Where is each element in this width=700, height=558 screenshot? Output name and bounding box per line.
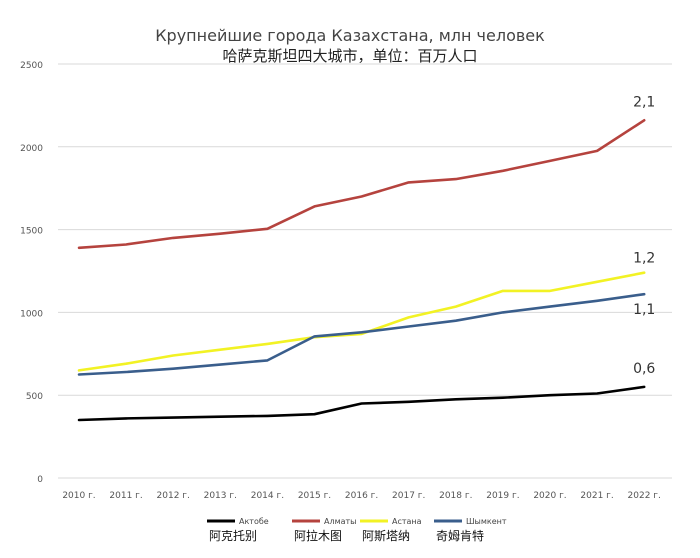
legend-label: Алматы: [324, 517, 357, 526]
x-axis: 2010 г. 2011 г. 2012 г. 2013 г. 2014 г. 2015 …: [62, 491, 661, 501]
y-tick-label: 0: [37, 475, 43, 485]
y-tick-label: 500: [26, 392, 43, 402]
series-line-1: [77, 119, 646, 250]
x-tick-label: 2010 г.: [62, 491, 95, 501]
series-line-3: [77, 292, 646, 376]
x-tick-label: 2011 г.: [109, 491, 142, 501]
legend-label-zh: 阿斯塔纳: [362, 529, 410, 543]
x-tick-label: 2022 г.: [628, 491, 661, 501]
x-tick-label: 2018 г.: [439, 491, 472, 501]
series-line-2: [77, 271, 646, 372]
end-label: 1,2: [633, 251, 655, 267]
y-tick-label: 2500: [20, 61, 43, 71]
end-label: 0,6: [633, 361, 655, 377]
y-tick-label: 1000: [20, 309, 43, 319]
x-tick-label: 2015 г.: [298, 491, 331, 501]
x-tick-label: 2020 г.: [533, 491, 566, 501]
legend-label: Шымкент: [466, 517, 507, 526]
legend-label-zh: 阿拉木图: [294, 528, 342, 543]
y-tick-label: 1500: [20, 227, 43, 237]
end-label: 2,1: [633, 94, 655, 110]
x-tick-label: 2012 г.: [157, 491, 190, 501]
y-tick-label: 2000: [20, 144, 43, 154]
x-tick-label: 2016 г.: [345, 491, 378, 501]
legend-label: Актобе: [239, 517, 269, 526]
y-axis: 0 500 1000 1500 2000 2500: [20, 61, 43, 485]
x-tick-label: 2019 г.: [486, 491, 519, 501]
chart-title: Крупнейшие города Казахстана, млн челове…: [155, 26, 545, 45]
legend: Актобе 阿克托别 Алматы 阿拉木图 Астана 阿斯塔纳 Шымкент 奇姆肯…: [207, 517, 507, 543]
x-tick-label: 2021 г.: [580, 491, 613, 501]
legend-label-zh: 奇姆肯特: [436, 528, 484, 543]
gridlines: [58, 63, 672, 479]
series-lines: [77, 119, 646, 422]
end-labels: 0,6 2,1 1,2 1,1: [633, 94, 655, 377]
x-tick-label: 2013 г.: [204, 491, 237, 501]
chart-subtitle: 哈萨克斯坦四大城市，单位：百万人口: [222, 47, 477, 65]
end-label: 1,1: [633, 302, 655, 318]
legend-label-zh: 阿克托别: [209, 529, 257, 543]
series-line-0: [77, 385, 646, 422]
x-tick-label: 2014 г.: [251, 491, 284, 501]
x-tick-label: 2017 г.: [392, 491, 425, 501]
legend-label: Астана: [392, 517, 422, 526]
